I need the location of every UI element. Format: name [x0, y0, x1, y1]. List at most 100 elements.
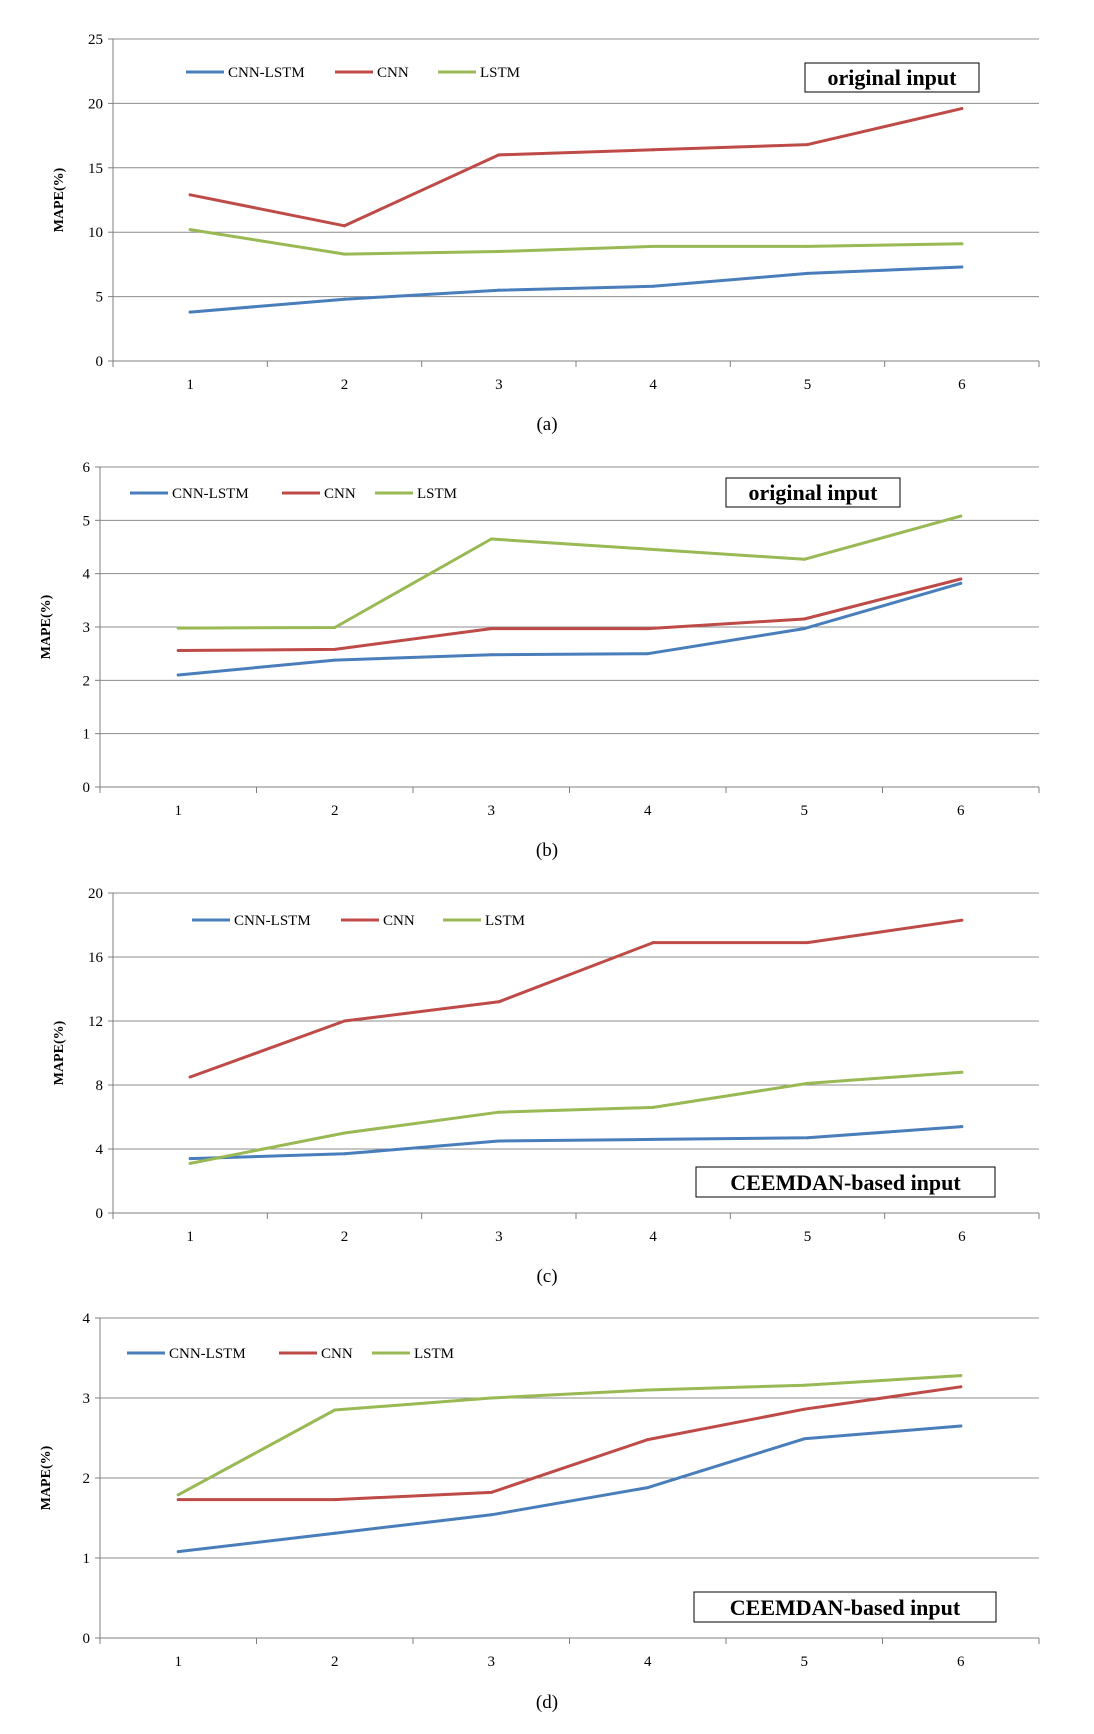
legend-label: CNN-LSTM	[228, 65, 305, 81]
data-point	[489, 627, 493, 631]
data-point	[497, 1110, 501, 1114]
y-tick-label: 8	[96, 1078, 104, 1094]
x-tick-label: 5	[804, 377, 812, 393]
data-point	[188, 310, 192, 314]
data-point	[806, 1081, 809, 1085]
y-tick-label: 6	[83, 460, 91, 476]
data-point	[489, 537, 493, 541]
legend-label: LSTM	[480, 65, 520, 81]
series-line-cnn-lstm	[188, 1125, 964, 1161]
annotation-box	[695, 1166, 996, 1198]
data-point	[343, 1152, 346, 1156]
data-point	[343, 252, 346, 256]
data-point	[646, 652, 650, 656]
series-line-cnn-lstm	[176, 581, 963, 677]
data-point	[802, 627, 806, 631]
y-tick-label: 20	[88, 96, 103, 112]
y-axis-title: MAPE(%)	[39, 1445, 54, 1510]
y-tick-label: 5	[96, 290, 104, 306]
series-line-lstm	[188, 1070, 964, 1165]
data-point	[176, 1493, 180, 1497]
legend-label: CNN	[377, 65, 409, 81]
y-tick-label: 2	[83, 1471, 91, 1487]
annotation-label: original input	[749, 480, 879, 505]
data-point	[188, 228, 192, 232]
data-point	[176, 673, 180, 677]
y-tick-label: 4	[83, 567, 91, 583]
data-point	[333, 1531, 337, 1535]
data-point	[176, 626, 180, 630]
data-point	[802, 557, 806, 561]
data-point	[497, 288, 501, 292]
annotation-box	[804, 62, 980, 93]
data-point	[489, 653, 493, 657]
data-point	[497, 1139, 501, 1143]
data-point	[646, 1486, 650, 1490]
y-tick-label: 20	[88, 886, 103, 902]
legend-label: LSTM	[417, 486, 457, 502]
y-axis-title: MAPE(%)	[52, 167, 67, 232]
x-tick-label: 1	[175, 803, 183, 819]
annotation-box	[693, 1591, 997, 1623]
x-tick-label: 1	[186, 1229, 194, 1245]
x-tick-label: 2	[341, 377, 349, 393]
data-point	[651, 284, 655, 288]
annotation-box	[725, 477, 901, 508]
data-point	[806, 1136, 809, 1140]
chart-caption: (d)	[536, 1692, 558, 1713]
data-point	[343, 297, 346, 301]
y-tick-label: 0	[83, 1631, 91, 1647]
legend-label: LSTM	[485, 913, 525, 929]
data-point	[651, 148, 655, 152]
chart-b: 0 1 2 3 4 5 6 1 2 3 4 5 6 MAPE(%) CNN-LSTM CNN LSTM origi…	[39, 460, 1040, 861]
data-point	[802, 1407, 806, 1411]
data-point	[333, 626, 337, 630]
x-tick-label: 3	[488, 1654, 496, 1670]
data-point	[333, 647, 337, 651]
x-tick-label: 6	[958, 377, 966, 393]
data-point	[960, 918, 964, 922]
legend-label: CNN-LSTM	[169, 1346, 246, 1362]
data-point	[188, 1161, 192, 1165]
x-tick-label: 2	[331, 1654, 339, 1670]
y-tick-label: 10	[88, 225, 103, 241]
x-tick-label: 2	[331, 803, 339, 819]
data-point	[497, 250, 501, 254]
series-line-cnn-lstm	[188, 265, 964, 314]
y-tick-label: 3	[83, 1391, 91, 1407]
x-tick-label: 6	[957, 803, 965, 819]
series-line-lstm	[176, 1374, 963, 1497]
data-point	[806, 271, 809, 275]
data-point	[959, 1374, 963, 1378]
y-tick-label: 2	[83, 673, 91, 689]
data-point	[343, 224, 346, 228]
x-tick-label: 6	[957, 1654, 965, 1670]
annotation-label: CEEMDAN-based input	[730, 1595, 961, 1620]
chart-caption: (a)	[536, 414, 557, 435]
data-point	[651, 1105, 655, 1109]
data-point	[176, 1498, 180, 1502]
y-axis-title: MAPE(%)	[39, 594, 54, 659]
y-tick-label: 1	[83, 727, 91, 743]
y-tick-label: 1	[83, 1551, 91, 1567]
x-tick-label: 3	[488, 803, 496, 819]
data-point	[959, 581, 963, 585]
y-axis-title: MAPE(%)	[52, 1020, 67, 1085]
data-point	[959, 1424, 963, 1428]
series-line-lstm	[188, 228, 964, 256]
data-point	[960, 1125, 964, 1129]
data-point	[176, 1550, 180, 1554]
data-point	[333, 1498, 337, 1502]
data-point	[806, 143, 809, 147]
data-point	[959, 577, 963, 581]
x-tick-label: 5	[801, 1654, 809, 1670]
data-point	[646, 1438, 650, 1442]
chart-caption: (c)	[536, 1266, 557, 1287]
y-tick-label: 25	[88, 32, 103, 48]
series-line-cnn-lstm	[176, 1424, 963, 1554]
y-tick-label: 16	[88, 950, 104, 966]
legend-label: CNN-LSTM	[234, 913, 311, 929]
data-point	[959, 514, 963, 518]
chart-caption: (b)	[536, 840, 558, 861]
data-point	[651, 941, 655, 945]
